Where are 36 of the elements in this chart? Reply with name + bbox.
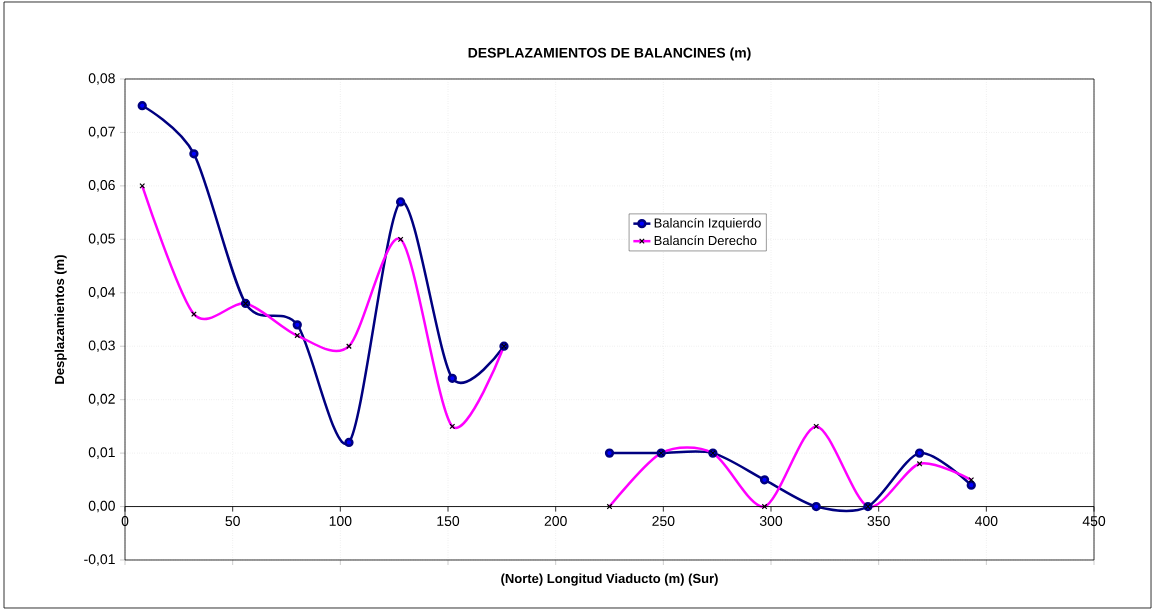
x-tick-label: 250: [652, 516, 675, 527]
point: [914, 448, 925, 458]
x-tick-label: 50: [225, 516, 240, 527]
x-tick-label: 400: [974, 516, 998, 527]
y-axis-title: Desplazamientos (m): [54, 255, 67, 384]
point: [447, 373, 457, 383]
x-tick-label: 200: [544, 516, 567, 527]
y-tick-label: 0,07: [88, 126, 115, 139]
point: [137, 101, 147, 111]
y-tick-label: 0,05: [88, 233, 115, 246]
point: [759, 475, 770, 485]
point: [395, 197, 406, 207]
y-tick-label: 0,04: [88, 286, 116, 299]
legend-label: Balancín Derecho: [654, 235, 757, 246]
point: [811, 501, 821, 512]
point: [344, 437, 354, 448]
x-tick-label: 150: [437, 516, 460, 527]
y-tick-label: 0,01: [88, 447, 115, 459]
x-tick-label: 0: [121, 516, 129, 527]
legend-label: Balancín Izquierdo: [654, 217, 761, 231]
y-tick-label: 0,08: [88, 73, 115, 85]
y-tick-label: 0,02: [88, 393, 115, 406]
y-tick-label: 0,03: [88, 340, 115, 352]
y-tick-label: -0,01: [84, 554, 115, 566]
x-axis-title: (Norte) Longitud Viaducto (m) (Sur): [501, 573, 718, 586]
chart-title: DESPLAZAMIENTOS DE BALANCINES (m): [468, 47, 751, 61]
point: [189, 149, 199, 159]
y-tick-label: 0,00: [88, 500, 115, 513]
x-tick-label: 350: [867, 516, 890, 527]
point: [604, 448, 615, 458]
x-tick-label: 100: [329, 516, 352, 527]
point: [292, 320, 302, 330]
point: [966, 480, 976, 490]
x-tick-label: 450: [1082, 516, 1106, 527]
y-tick-label: 0,06: [88, 180, 115, 192]
x-tick-label: 300: [759, 516, 783, 527]
